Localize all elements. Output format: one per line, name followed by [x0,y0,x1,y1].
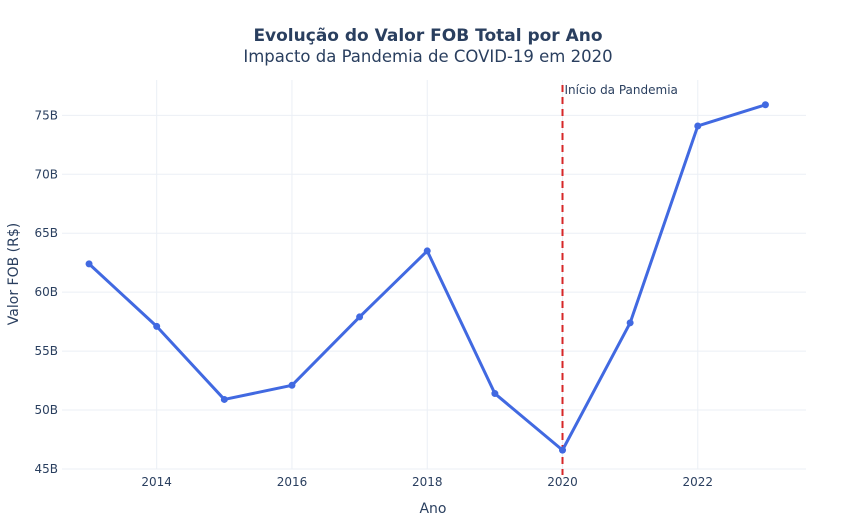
data-point [694,122,702,130]
x-tick-label: 2018 [412,475,443,489]
data-point [761,101,769,109]
x-axis-title: Ano [419,501,446,517]
pandemic-annotation: Início da Pandemia [561,83,678,475]
data-point [288,381,296,389]
chart-subtitle: Impacto da Pandemia de COVID-19 em 2020 [243,47,612,66]
y-tick-label: 45B [34,462,58,476]
x-tick-label: 2020 [547,475,578,489]
data-point [626,319,634,327]
x-axis-ticks: 2014 2016 2018 2020 2022 [141,475,713,489]
data-point [153,322,161,330]
data-point [423,247,431,255]
y-tick-label: 65B [34,226,58,240]
data-point [559,446,567,454]
y-tick-label: 70B [34,167,58,181]
grid-lines [62,80,806,470]
pandemic-annotation-label: Início da Pandemia [565,83,678,97]
data-point [220,395,228,403]
y-tick-label: 50B [34,403,58,417]
y-axis-title: Valor FOB (R$) [6,223,22,325]
series-fob [85,101,769,454]
y-tick-label: 55B [34,344,58,358]
data-point [356,313,364,321]
x-tick-label: 2016 [277,475,308,489]
y-tick-label: 75B [34,108,58,122]
y-axis-ticks: 45B 50B 55B 60B 65B 70B 75B [34,108,58,476]
x-tick-label: 2014 [141,475,172,489]
data-point [85,260,93,268]
data-point [491,390,499,398]
x-tick-label: 2022 [683,475,714,489]
y-tick-label: 60B [34,285,58,299]
chart-title: Evolução do Valor FOB Total por Ano [253,26,602,46]
